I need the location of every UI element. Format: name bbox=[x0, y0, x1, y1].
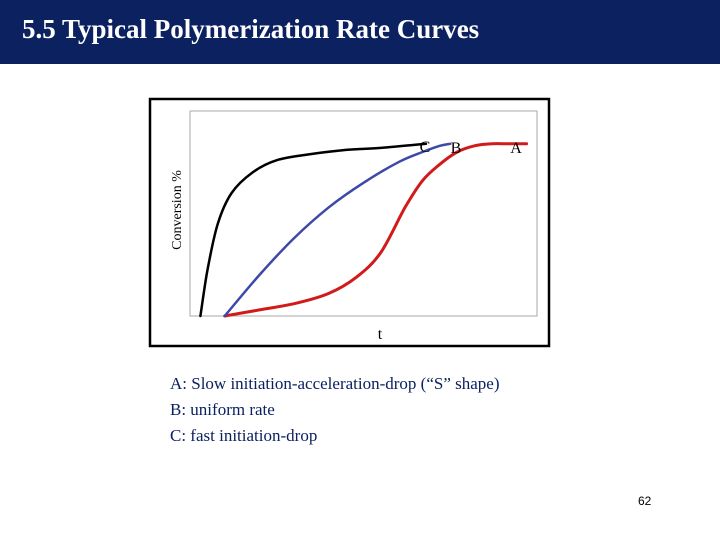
series-line-a bbox=[223, 142, 529, 318]
slide-title: 5.5 Typical Polymerization Rate Curves bbox=[22, 14, 480, 44]
x-axis-label: t bbox=[378, 326, 383, 343]
series-line-b bbox=[223, 142, 452, 318]
caption-line-c: C: fast initiation-drop bbox=[170, 426, 318, 445]
caption-line-b: B: uniform rate bbox=[170, 400, 275, 419]
series-label-c: C bbox=[420, 139, 431, 156]
series-label-a: A bbox=[510, 140, 522, 157]
y-axis-label: Conversion % bbox=[170, 170, 185, 250]
series-layer bbox=[199, 142, 529, 318]
chart-frame bbox=[148, 97, 551, 348]
page-number: 62 bbox=[638, 494, 652, 508]
title-bar: 5.5 Typical Polymerization Rate Curves bbox=[0, 0, 720, 64]
caption-line-a: A: Slow initiation-acceleration-drop (“S… bbox=[170, 374, 500, 393]
series-line-c bbox=[199, 142, 428, 318]
plot-area bbox=[189, 110, 538, 317]
caption: A: Slow initiation-acceleration-drop (“S… bbox=[170, 371, 500, 449]
series-label-b: B bbox=[451, 140, 462, 157]
